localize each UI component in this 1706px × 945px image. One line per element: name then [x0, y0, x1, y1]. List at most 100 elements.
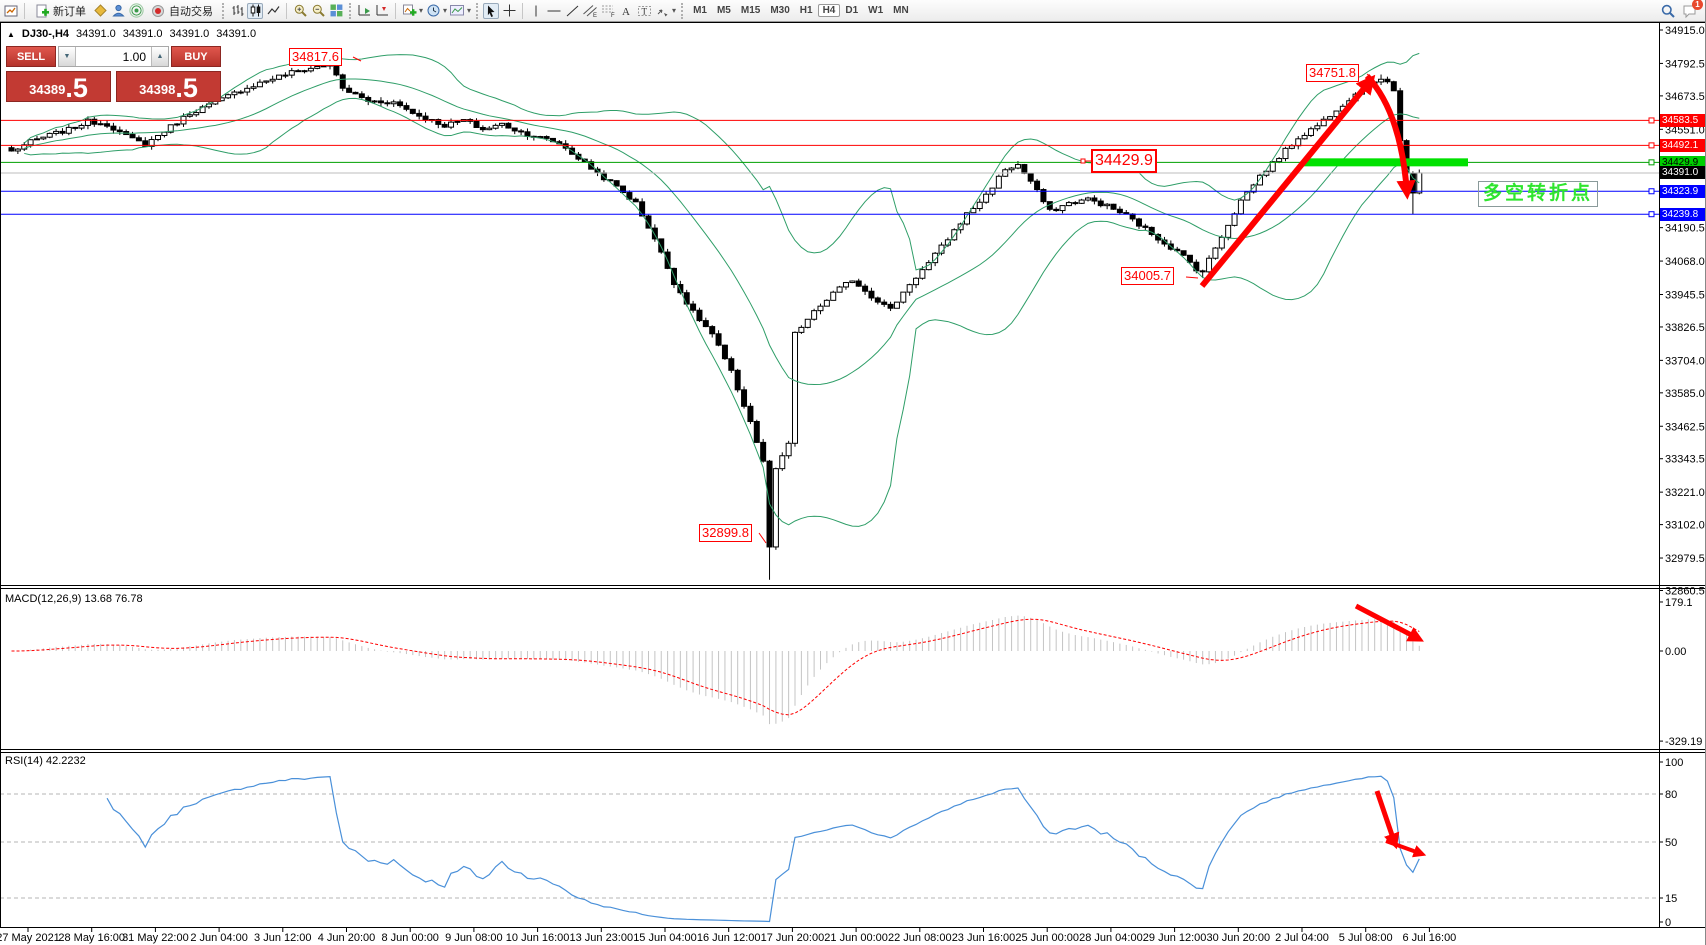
- price-tick-label: 33102.0: [1665, 520, 1705, 532]
- sell-price-fraction: .5: [65, 73, 88, 104]
- volume-increase-button[interactable]: ▲: [151, 47, 168, 66]
- time-axis-label: 5 Jul 08:00: [1339, 932, 1393, 944]
- toolbar-separator: [395, 2, 396, 19]
- accounts-icon[interactable]: [110, 3, 126, 19]
- bar-chart-mode-icon[interactable]: [229, 3, 245, 19]
- cursor-tool-icon[interactable]: [483, 2, 500, 19]
- timeframe-w1[interactable]: W1: [868, 5, 884, 16]
- time-axis-label: 17 Jun 20:00: [761, 932, 825, 944]
- tile-windows-icon[interactable]: [328, 3, 344, 19]
- timeframe-m15[interactable]: M15: [740, 5, 761, 16]
- timeframe-mn[interactable]: MN: [893, 5, 909, 16]
- open-value: 34391.0: [76, 28, 116, 40]
- time-axis-label: 30 Jun 20:00: [1206, 932, 1270, 944]
- low-value: 34391.0: [169, 28, 210, 40]
- time-axis-label: 9 Jun 08:00: [445, 932, 503, 944]
- auto-trading-button[interactable]: 自动交易: [146, 1, 217, 20]
- volume-decrease-button[interactable]: ▼: [59, 47, 76, 66]
- timeframe-m30[interactable]: M30: [770, 5, 790, 16]
- zoom-in-icon[interactable]: [292, 3, 308, 19]
- equidistant-channel-tool-icon[interactable]: E: [582, 3, 598, 19]
- fibonacci-tool-icon[interactable]: F: [600, 3, 616, 19]
- macd-tick-label: 0.00: [1665, 646, 1686, 658]
- rsi-indicator-label: RSI(14) 42.2232: [5, 755, 86, 767]
- rsi-tick-label: 15: [1665, 893, 1677, 905]
- crosshair-tool-icon[interactable]: [501, 3, 517, 19]
- time-axis-label: 8 Jun 00:00: [381, 932, 439, 944]
- annotation-key-level[interactable]: 34429.9: [1091, 149, 1157, 173]
- indicators-icon[interactable]: [401, 3, 417, 19]
- annotation-july-high[interactable]: 34751.8: [1306, 64, 1359, 83]
- sell-button[interactable]: SELL: [6, 46, 56, 67]
- new-order-button[interactable]: 新订单: [30, 1, 90, 20]
- timeframe-m1[interactable]: M1: [693, 5, 707, 16]
- price-tick-label: 34673.5: [1665, 91, 1705, 103]
- annotation-connectors: [352, 56, 1374, 544]
- vertical-line-tool-icon[interactable]: [528, 3, 544, 19]
- timeframe-d1[interactable]: D1: [845, 5, 859, 16]
- arrows-tool-icon[interactable]: [654, 3, 670, 19]
- notifications-chat-icon[interactable]: 1: [1682, 0, 1703, 19]
- templates-dropdown-arrow[interactable]: ▾: [467, 6, 472, 15]
- one-click-collapse-icon[interactable]: ▲: [7, 29, 15, 39]
- zoom-out-icon[interactable]: [310, 3, 326, 19]
- time-axis-label: 22 Jun 08:00: [888, 932, 952, 944]
- indicators-dropdown-arrow[interactable]: ▾: [419, 6, 424, 15]
- toolbar-separator: [24, 2, 25, 19]
- svg-text:F: F: [611, 13, 615, 18]
- price-tick-label: 34792.5: [1665, 58, 1705, 70]
- sell-price-display[interactable]: 34389.5: [6, 71, 111, 102]
- time-axis-label: 23 Jun 16:00: [952, 932, 1016, 944]
- timeframe-m5[interactable]: M5: [716, 5, 731, 16]
- rsi-tick-label: 80: [1665, 789, 1677, 801]
- templates-icon[interactable]: [449, 3, 465, 19]
- text-label-tool-icon[interactable]: T: [636, 3, 652, 19]
- chart-window-icon[interactable]: [3, 3, 19, 19]
- svg-text:T: T: [641, 6, 647, 16]
- bollinger-bands: [23, 52, 1420, 527]
- periods-dropdown-arrow[interactable]: ▾: [443, 6, 448, 15]
- toolbar-drag-handle[interactable]: [681, 2, 684, 19]
- horizontal-line-tool-icon[interactable]: [546, 3, 562, 19]
- price-tick-label: 34190.5: [1665, 223, 1705, 235]
- signals-icon[interactable]: [128, 3, 144, 19]
- timeframe-h1[interactable]: H1: [799, 5, 813, 16]
- toolbar-drag-handle[interactable]: [476, 2, 479, 19]
- buy-price-main: 34398: [139, 82, 176, 97]
- level-price-badge: 34492.1: [1660, 139, 1705, 152]
- volume-input[interactable]: 1.00: [122, 50, 146, 64]
- time-axis-label: 28 Jun 04:00: [1079, 932, 1143, 944]
- search-icon[interactable]: [1660, 3, 1676, 19]
- trendline-tool-icon[interactable]: [564, 3, 580, 19]
- auto-scroll-icon[interactable]: [356, 3, 372, 19]
- annotation-bottom[interactable]: 32899.8: [699, 524, 752, 543]
- timeframe-h4[interactable]: H4: [817, 4, 841, 17]
- toolbar-drag-handle[interactable]: [349, 2, 351, 19]
- price-tick-label: 34551.0: [1665, 124, 1705, 136]
- candlestick-mode-icon[interactable]: [247, 2, 263, 19]
- macd-indicator-label: MACD(12,26,9) 13.68 76.78: [5, 593, 143, 605]
- line-chart-mode-icon[interactable]: [265, 3, 281, 19]
- toolbar-drag-handle[interactable]: [222, 2, 224, 19]
- buy-price-display[interactable]: 34398.5: [116, 71, 221, 102]
- time-axis-label: 16 Jun 12:00: [697, 932, 761, 944]
- time-axis-label: 31 May 22:00: [122, 932, 189, 944]
- annotation-may-high[interactable]: 34817.6: [289, 48, 342, 67]
- arrows-dropdown-arrow[interactable]: ▾: [672, 6, 677, 15]
- rsi-line: [106, 775, 1420, 923]
- rsi-tick-label: 50: [1665, 837, 1677, 849]
- turning-point-label[interactable]: 多空转折点: [1478, 181, 1599, 207]
- one-click-trading-panel: SELL ▼ 1.00 ▲ BUY 34389.5 34398.5: [6, 46, 221, 102]
- key-level-highlight-bar[interactable]: [1304, 158, 1468, 167]
- time-axis-label: 21 Jun 00:00: [824, 932, 888, 944]
- panel-borders: [0, 22, 1705, 932]
- buy-button[interactable]: BUY: [171, 46, 221, 67]
- time-axis-label: 4 Jun 20:00: [318, 932, 376, 944]
- chart-shift-icon[interactable]: [374, 3, 390, 19]
- text-tool-icon[interactable]: A: [618, 3, 634, 19]
- periods-icon[interactable]: [425, 3, 441, 19]
- market-watch-icon[interactable]: [92, 3, 108, 19]
- annotation-rally-start[interactable]: 34005.7: [1121, 267, 1174, 286]
